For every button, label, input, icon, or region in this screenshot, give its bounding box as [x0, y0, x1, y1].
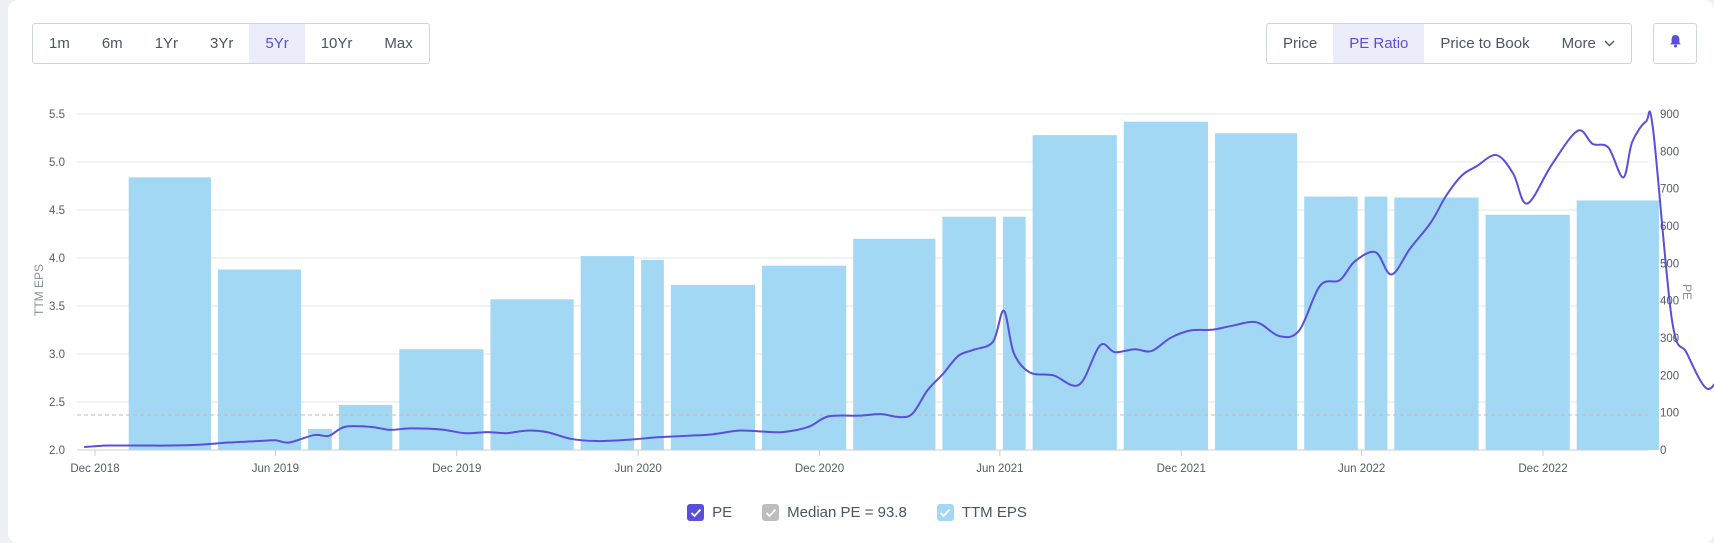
x-tick-label: Jun 2020: [614, 463, 661, 475]
metric-selector: Price PE Ratio Price to Book More: [1266, 23, 1632, 64]
eps-bar[interactable]: [942, 216, 996, 450]
legend-median-pe[interactable]: Median PE = 93.8: [762, 504, 907, 521]
y-right-tick-label: 800: [1660, 146, 1679, 158]
eps-bar[interactable]: [1123, 121, 1208, 451]
range-3yr-button[interactable]: 3Yr: [210, 35, 234, 52]
legend-ttm-eps[interactable]: TTM EPS: [936, 504, 1027, 521]
check-icon: [936, 504, 954, 521]
check-icon: [762, 504, 780, 521]
y-left-tick-label: 2.5: [49, 397, 65, 409]
range-10yr-button[interactable]: 10Yr: [320, 35, 353, 52]
range-1yr-button[interactable]: 1Yr: [154, 35, 179, 52]
check-icon: [687, 504, 705, 521]
eps-bar[interactable]: [641, 259, 664, 450]
eps-bar[interactable]: [853, 238, 936, 450]
x-tick-label: Jun 2021: [976, 463, 1023, 475]
range-6m-button[interactable]: 6m: [101, 35, 123, 52]
metric-pe-ratio-button[interactable]: PE Ratio: [1333, 24, 1425, 63]
more-label: More: [1561, 35, 1596, 52]
y-left-axis-title: TTM EPS: [32, 264, 46, 316]
y-left-tick-label: 5.0: [49, 157, 65, 169]
y-left-tick-label: 4.0: [49, 253, 65, 265]
eps-bar[interactable]: [128, 177, 211, 451]
y-right-tick-label: 900: [1660, 109, 1679, 121]
more-dropdown-button[interactable]: More: [1546, 24, 1631, 63]
eps-bar[interactable]: [580, 256, 635, 450]
y-left-tick-label: 2.0: [49, 445, 65, 457]
legend-eps-label: TTM EPS: [961, 504, 1027, 521]
y-right-tick-label: 700: [1660, 184, 1679, 196]
y-right-axis-title: PE: [1680, 284, 1694, 300]
eps-bar[interactable]: [1304, 196, 1358, 450]
eps-bar[interactable]: [1485, 214, 1570, 450]
x-tick-label: Dec 2019: [432, 463, 481, 475]
eps-bar[interactable]: [490, 299, 574, 450]
y-right-tick-label: 300: [1660, 333, 1679, 345]
range-1m-button[interactable]: 1m: [49, 35, 70, 52]
eps-bar[interactable]: [1364, 196, 1388, 450]
range-5yr-button[interactable]: 5Yr: [249, 24, 305, 63]
metric-price-button[interactable]: Price: [1283, 35, 1318, 52]
pe-eps-chart: 2.0 2.5 3.0 3.5 4.0 4.5 5.0 5.5 0 100 200 300 400 500…: [32, 109, 1714, 475]
chart-legend: PE Median PE = 93.8 TTM EPS: [0, 504, 1714, 521]
alert-bell-button[interactable]: [1653, 23, 1697, 64]
x-tick-label: Jun 2022: [1338, 463, 1385, 475]
y-left-tick-label: 4.5: [49, 205, 65, 217]
eps-bar[interactable]: [1214, 133, 1298, 450]
y-right-tick-label: 600: [1660, 221, 1679, 233]
legend-median-label: Median PE = 93.8: [787, 504, 907, 521]
eps-bar[interactable]: [1394, 197, 1479, 450]
eps-bar[interactable]: [217, 269, 302, 450]
eps-bar[interactable]: [1002, 216, 1026, 450]
bell-icon: [1669, 34, 1682, 53]
eps-bar[interactable]: [1576, 200, 1659, 450]
eps-bar[interactable]: [1032, 135, 1117, 450]
y-left-tick-label: 5.5: [49, 109, 65, 121]
chevron-down-icon: [1604, 38, 1615, 50]
x-tick-label: Dec 2021: [1157, 463, 1206, 475]
y-right-tick-label: 100: [1660, 408, 1679, 420]
legend-pe-label: PE: [712, 504, 733, 521]
legend-pe[interactable]: PE: [687, 504, 732, 521]
x-tick-label: Dec 2020: [795, 463, 844, 475]
eps-bar[interactable]: [399, 349, 484, 450]
y-right-tick-label: 400: [1660, 296, 1679, 308]
eps-bar[interactable]: [762, 265, 847, 450]
pe-line: [84, 110, 1714, 449]
range-max-button[interactable]: Max: [384, 35, 413, 52]
metric-price-to-book-button[interactable]: Price to Book: [1440, 35, 1530, 52]
range-selector: 1m 6m 1Yr 3Yr 5Yr 10Yr Max: [32, 23, 430, 64]
x-tick-label: Dec 2022: [1518, 463, 1567, 475]
y-left-tick-label: 3.0: [49, 349, 65, 361]
y-right-tick-label: 200: [1660, 370, 1679, 382]
eps-bar[interactable]: [670, 284, 756, 450]
y-left-tick-label: 3.5: [49, 301, 65, 313]
y-right-tick-label: 500: [1660, 258, 1679, 270]
x-tick-label: Dec 2018: [70, 463, 119, 475]
x-tick-label: Jun 2019: [252, 463, 299, 475]
y-right-tick-label: 0: [1660, 445, 1666, 457]
eps-bar[interactable]: [308, 428, 332, 450]
